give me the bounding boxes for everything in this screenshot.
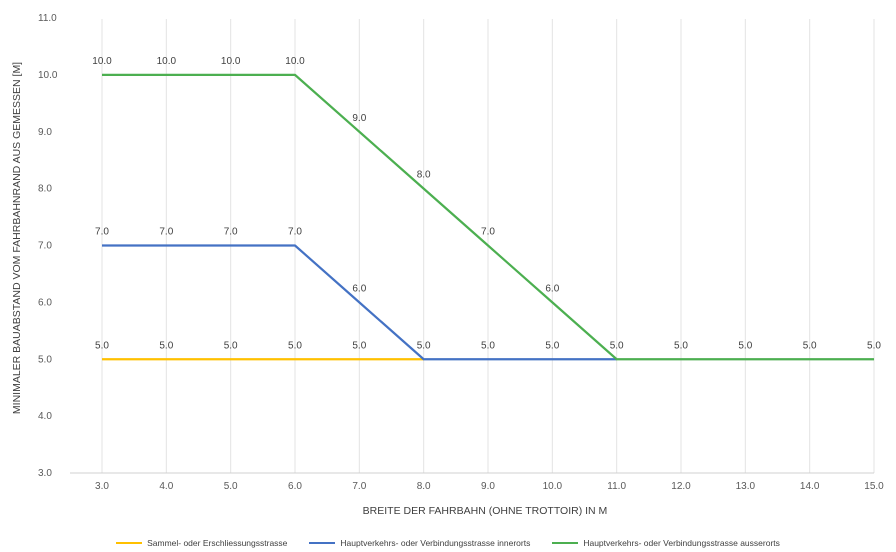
data-label: 7.0 xyxy=(288,227,302,238)
series-lines xyxy=(102,73,874,361)
y-axis-ticks: 3.0 4.0 5.0 6.0 7.0 8.0 9.0 10.0 11.0 xyxy=(38,13,58,479)
x-tick-label: 9.0 xyxy=(481,481,495,492)
data-label: 6.0 xyxy=(352,283,366,294)
data-label: 5.0 xyxy=(288,340,302,351)
x-tick-label: 8.0 xyxy=(417,481,431,492)
data-label: 7.0 xyxy=(481,227,495,238)
legend-swatch xyxy=(309,542,336,544)
x-tick-label: 4.0 xyxy=(159,481,173,492)
series-line-2 xyxy=(102,244,617,361)
x-tick-label: 12.0 xyxy=(671,481,691,492)
gridlines xyxy=(70,19,875,474)
x-axis-title: BREITE DER FAHRBAHN (OHNE TROTTOIR) IN M xyxy=(363,505,608,517)
y-tick-label: 3.0 xyxy=(38,468,52,479)
legend-label: Hauptverkehrs- oder Verbindungsstrasse a… xyxy=(583,538,780,548)
data-label: 5.0 xyxy=(417,340,431,351)
legend-item-2: Hauptverkehrs- oder Verbindungsstrasse i… xyxy=(309,538,530,548)
y-tick-label: 4.0 xyxy=(38,411,52,422)
data-label: 5.0 xyxy=(738,340,752,351)
x-tick-label: 10.0 xyxy=(543,481,563,492)
y-tick-label: 10.0 xyxy=(38,70,58,81)
x-tick-label: 3.0 xyxy=(95,481,109,492)
x-tick-label: 7.0 xyxy=(352,481,366,492)
legend-item-3: Hauptverkehrs- oder Verbindungsstrasse a… xyxy=(552,538,780,548)
x-tick-label: 14.0 xyxy=(800,481,820,492)
data-label: 5.0 xyxy=(95,340,109,351)
legend-item-1: Sammel- oder Erschliessungsstrasse xyxy=(116,538,287,548)
y-tick-label: 7.0 xyxy=(38,241,52,252)
legend-label: Hauptverkehrs- oder Verbindungsstrasse i… xyxy=(340,538,531,548)
data-label: 5.0 xyxy=(867,340,881,351)
legend-label: Sammel- oder Erschliessungsstrasse xyxy=(147,538,288,548)
x-tick-label: 13.0 xyxy=(736,481,756,492)
x-tick-label: 15.0 xyxy=(864,481,884,492)
data-label: 10.0 xyxy=(92,56,112,67)
y-axis-title: MINIMALER BAUABSTAND VOM FAHRBAHNRAND AU… xyxy=(11,62,23,414)
x-tick-label: 6.0 xyxy=(288,481,302,492)
data-label: 5.0 xyxy=(610,340,624,351)
x-tick-label: 5.0 xyxy=(224,481,238,492)
data-labels: 5.0 5.0 5.0 5.0 5.0 5.0 7.0 7.0 7.0 7.0 6.0 5.0 5.0 1… xyxy=(92,56,881,351)
data-label: 7.0 xyxy=(224,227,238,238)
data-label: 7.0 xyxy=(159,227,173,238)
y-tick-label: 11.0 xyxy=(38,13,57,24)
data-label: 5.0 xyxy=(352,340,366,351)
data-label: 10.0 xyxy=(285,56,305,67)
data-label: 6.0 xyxy=(545,283,559,294)
data-label: 9.0 xyxy=(352,113,366,124)
data-label: 10.0 xyxy=(221,56,241,67)
data-label: 8.0 xyxy=(417,170,431,181)
data-label: 5.0 xyxy=(224,340,238,351)
y-tick-label: 6.0 xyxy=(38,297,52,308)
legend-swatch xyxy=(116,542,143,544)
legend: Sammel- oder Erschliessungsstrasse Hauptv… xyxy=(0,538,896,548)
data-label: 10.0 xyxy=(157,56,177,67)
data-label: 7.0 xyxy=(95,227,109,238)
series-line-3 xyxy=(102,73,874,361)
x-axis-ticks: 3.0 4.0 5.0 6.0 7.0 8.0 9.0 10.0 11.0 12.0 13.0 14.… xyxy=(95,481,884,492)
data-label: 5.0 xyxy=(545,340,559,351)
y-tick-label: 9.0 xyxy=(38,127,52,138)
x-tick-label: 11.0 xyxy=(607,481,626,492)
data-label: 5.0 xyxy=(481,340,495,351)
y-tick-label: 5.0 xyxy=(38,354,52,365)
data-label: 5.0 xyxy=(159,340,173,351)
legend-swatch xyxy=(552,542,579,544)
data-label: 5.0 xyxy=(674,340,688,351)
y-tick-label: 8.0 xyxy=(38,184,52,195)
data-label: 5.0 xyxy=(803,340,817,351)
